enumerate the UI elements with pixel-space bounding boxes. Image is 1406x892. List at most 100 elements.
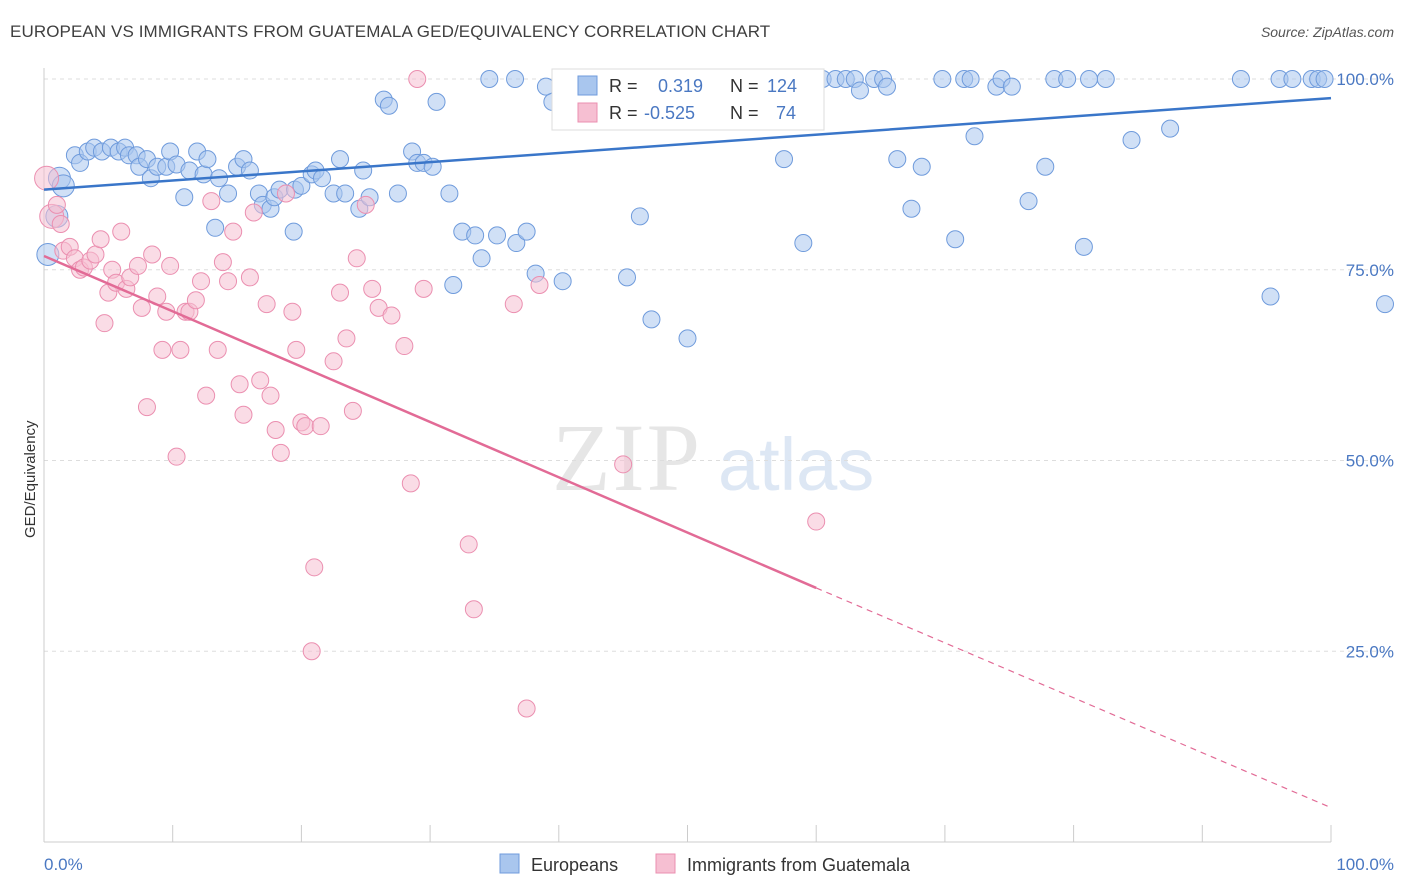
point-guatemala — [128, 256, 147, 275]
point-guatemala — [356, 195, 375, 214]
point-guatemala — [414, 279, 433, 298]
tick-labels: 25.0% 50.0% 75.0% 100.0% 0.0% 100.0% — [44, 70, 1394, 874]
point-europeans — [1019, 192, 1038, 211]
legend-swatch-europeans — [499, 853, 520, 874]
point-europeans — [888, 150, 907, 169]
data-points — [34, 70, 1394, 718]
y-tick-label: 50.0% — [1346, 452, 1394, 471]
point-europeans — [517, 222, 536, 241]
point-europeans — [472, 249, 491, 268]
point-guatemala — [137, 398, 156, 417]
stats-n-label-guatemala: N = — [730, 103, 759, 123]
point-guatemala — [167, 447, 186, 466]
stats-swatch-guatemala — [577, 102, 598, 123]
point-guatemala — [530, 276, 549, 295]
point-europeans — [427, 92, 446, 111]
point-guatemala — [257, 295, 276, 314]
point-europeans — [444, 276, 463, 295]
point-europeans — [630, 207, 649, 226]
point-europeans — [440, 184, 459, 203]
point-guatemala — [171, 340, 190, 359]
point-europeans — [678, 329, 697, 348]
point-guatemala — [343, 401, 362, 420]
point-guatemala — [261, 386, 280, 405]
point-europeans — [331, 150, 350, 169]
point-europeans — [1036, 157, 1055, 176]
point-europeans — [312, 169, 331, 188]
point-europeans — [961, 70, 980, 88]
point-guatemala — [47, 195, 66, 214]
stats-n-guatemala: 74 — [776, 103, 796, 123]
point-guatemala — [324, 352, 343, 371]
point-guatemala — [234, 405, 253, 424]
point-europeans — [206, 218, 225, 237]
trend-line-guatemala — [43, 254, 817, 590]
point-guatemala — [401, 474, 420, 493]
y-tick-label: 100.0% — [1336, 70, 1394, 89]
chart-title: EUROPEAN VS IMMIGRANTS FROM GUATEMALA GE… — [10, 22, 771, 41]
point-guatemala — [337, 329, 356, 348]
point-europeans — [1376, 295, 1394, 314]
point-guatemala — [224, 222, 243, 241]
point-europeans — [775, 150, 794, 169]
legend-label-europeans: Europeans — [531, 855, 618, 875]
point-europeans — [480, 70, 499, 88]
point-europeans — [354, 161, 373, 180]
point-europeans — [284, 222, 303, 241]
point-guatemala — [251, 371, 270, 390]
point-guatemala — [153, 340, 172, 359]
point-guatemala — [208, 340, 227, 359]
point-guatemala — [51, 214, 70, 233]
point-guatemala — [614, 455, 633, 474]
point-guatemala — [504, 295, 523, 314]
point-guatemala — [305, 558, 324, 577]
point-europeans — [198, 150, 217, 169]
stats-r-europeans: 0.319 — [658, 76, 703, 96]
point-europeans — [1058, 70, 1077, 88]
point-europeans — [850, 81, 869, 100]
point-europeans — [1161, 119, 1180, 138]
stats-r-label-guatemala: R = — [609, 103, 638, 123]
point-guatemala — [266, 420, 285, 439]
point-europeans — [618, 268, 637, 287]
point-guatemala — [807, 512, 826, 531]
point-europeans — [507, 234, 526, 253]
point-europeans — [1080, 70, 1099, 88]
point-guatemala — [395, 337, 414, 356]
point-europeans — [1096, 70, 1115, 88]
point-guatemala — [287, 340, 306, 359]
point-guatemala — [91, 230, 110, 249]
point-guatemala — [408, 70, 427, 88]
point-europeans — [912, 157, 931, 176]
point-europeans — [1231, 70, 1250, 88]
point-guatemala — [213, 253, 232, 272]
stats-swatch-europeans — [577, 75, 598, 96]
point-guatemala — [302, 642, 321, 661]
point-europeans — [1315, 70, 1334, 88]
point-europeans — [1283, 70, 1302, 88]
legend: Europeans Immigrants from Guatemala — [499, 853, 911, 875]
point-guatemala — [34, 165, 60, 191]
y-tick-label: 75.0% — [1346, 261, 1394, 280]
point-europeans — [794, 234, 813, 253]
point-europeans — [506, 70, 525, 88]
point-guatemala — [271, 443, 290, 462]
chart-source: Source: ZipAtlas.com — [1260, 24, 1394, 40]
point-guatemala — [197, 386, 216, 405]
point-guatemala — [517, 699, 536, 718]
point-guatemala — [112, 222, 131, 241]
point-europeans — [219, 184, 238, 203]
y-tick-label: 25.0% — [1346, 642, 1394, 661]
stats-n-label-europeans: N = — [730, 76, 759, 96]
point-guatemala — [363, 279, 382, 298]
point-guatemala — [240, 268, 259, 287]
point-europeans — [388, 184, 407, 203]
point-europeans — [488, 226, 507, 245]
point-europeans — [336, 184, 355, 203]
point-guatemala — [192, 272, 211, 291]
stats-r-guatemala: -0.525 — [644, 103, 695, 123]
point-guatemala — [86, 245, 105, 264]
point-guatemala — [230, 375, 249, 394]
point-guatemala — [202, 192, 221, 211]
